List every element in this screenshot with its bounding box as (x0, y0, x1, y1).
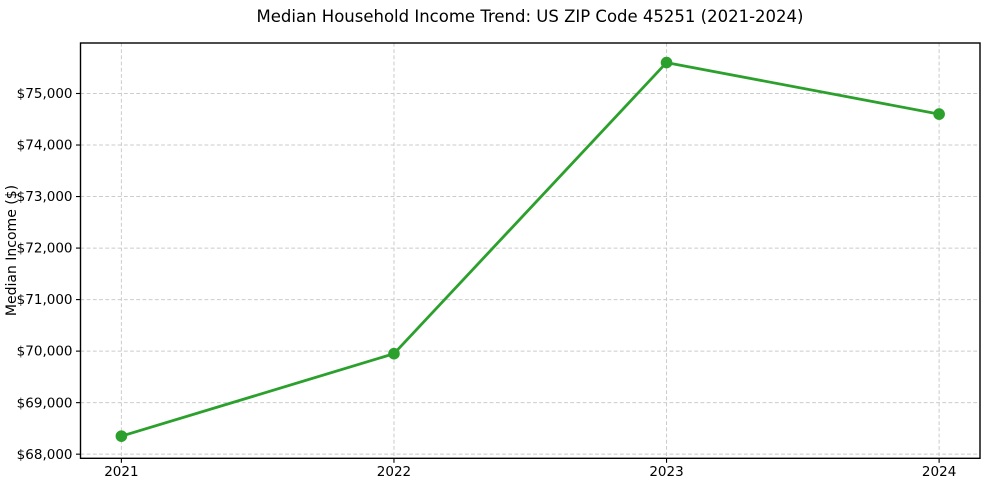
y-tick-label: $73,000 (17, 189, 73, 205)
y-axis-label: Median Income ($) (4, 185, 20, 316)
y-tick-label: $70,000 (17, 344, 73, 360)
x-tick-label: 2024 (922, 464, 956, 480)
y-tick-label: $74,000 (17, 138, 73, 154)
x-tick-label: 2021 (104, 464, 138, 480)
trend-line (119, 61, 941, 438)
y-tick-label: $68,000 (17, 447, 73, 463)
data-point-2024 (933, 108, 945, 120)
plot-border (79, 42, 981, 459)
y-tick-label: $71,000 (17, 292, 73, 308)
data-point-2021 (115, 430, 128, 442)
data-point-2022 (388, 347, 400, 360)
y-tick-label: $72,000 (17, 241, 73, 257)
data-point-2023 (660, 56, 673, 69)
plot-area: $68,000 $69,000 $70,000 $71,000 $72,000 $73,0… (17, 42, 981, 480)
chart-title: Median Household Income Trend: US ZIP Co… (257, 7, 804, 26)
x-tick-label: 2022 (377, 464, 411, 480)
y-tick-label: $75,000 (17, 86, 73, 102)
y-tick-label: $69,000 (17, 395, 73, 411)
x-tick-label: 2023 (649, 464, 683, 480)
